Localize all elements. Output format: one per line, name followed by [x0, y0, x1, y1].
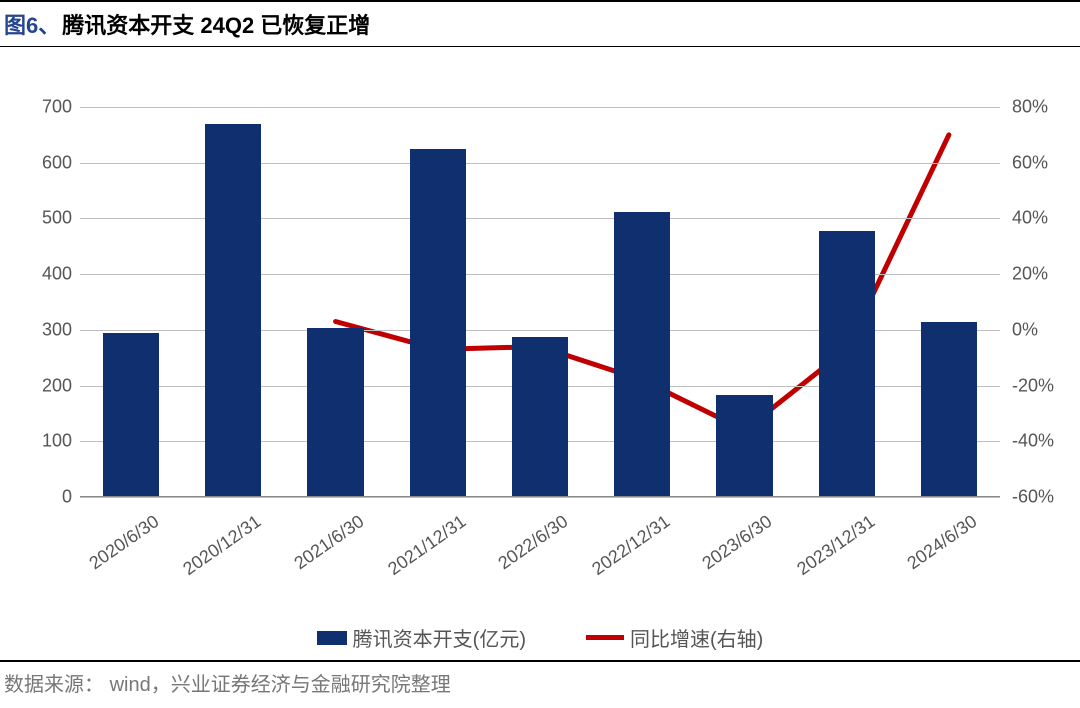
- bar: [716, 395, 772, 496]
- legend-item: 同比增速(右轴): [586, 623, 763, 652]
- bar: [307, 328, 363, 496]
- x-tick-label: 2022/6/30: [470, 511, 572, 591]
- x-tick-label: 2023/12/31: [777, 511, 879, 591]
- bar: [921, 322, 977, 496]
- bar: [512, 337, 568, 496]
- x-tick-label: 2021/12/31: [368, 511, 470, 591]
- x-tick-label: 2023/6/30: [674, 511, 776, 591]
- y-right-tick-label: 60%: [1012, 152, 1072, 173]
- x-tick-label: 2022/12/31: [572, 511, 674, 591]
- x-tick-label: 2024/6/30: [879, 511, 981, 591]
- legend: 腾讯资本开支(亿元) 同比增速(右轴): [0, 623, 1080, 652]
- y-right-tick-label: -60%: [1012, 487, 1072, 508]
- legend-label: 腾讯资本开支(亿元): [353, 623, 526, 652]
- y-right-tick-label: 20%: [1012, 264, 1072, 285]
- y-left-tick-label: 0: [22, 487, 72, 508]
- x-tick-label: 2021/6/30: [265, 511, 367, 591]
- y-right-tick-label: -20%: [1012, 375, 1072, 396]
- y-right-tick-label: 0%: [1012, 319, 1072, 340]
- legend-item: 腾讯资本开支(亿元): [317, 623, 526, 652]
- source-label: 数据来源：: [4, 674, 104, 696]
- bar: [410, 149, 466, 496]
- legend-line-swatch: [586, 635, 624, 640]
- bar: [819, 231, 875, 496]
- legend-bar-swatch: [317, 631, 347, 645]
- legend-label: 同比增速(右轴): [630, 623, 763, 652]
- y-left-tick-label: 600: [22, 152, 72, 173]
- bar: [205, 124, 261, 496]
- y-right-tick-label: 40%: [1012, 208, 1072, 229]
- gridline: [80, 497, 1000, 498]
- bar: [614, 212, 670, 496]
- y-left-tick-label: 300: [22, 319, 72, 340]
- chart-title-prefix: 图6、: [4, 8, 60, 40]
- y-left-tick-label: 100: [22, 431, 72, 452]
- chart-title-bar: 图6、 腾讯资本开支 24Q2 已恢复正增: [0, 0, 1080, 47]
- x-tick-label: 2020/6/30: [61, 511, 163, 591]
- gridline: [80, 107, 1000, 108]
- chart-title-text: 腾讯资本开支 24Q2 已恢复正增: [62, 8, 370, 40]
- source-text: wind，兴业证券经济与金融研究院整理: [110, 674, 451, 696]
- bar: [103, 333, 159, 496]
- source-line: 数据来源： wind，兴业证券经济与金融研究院整理: [0, 662, 1080, 697]
- y-right-tick-label: -40%: [1012, 431, 1072, 452]
- plot-area: 0100200300400500600700-60%-40%-20%0%20%4…: [80, 107, 1000, 497]
- x-tick-label: 2020/12/31: [163, 511, 265, 591]
- chart-area: 0 100 200 300 400 500 600 700 -60% -40% -20% 0% 20% 4…: [0, 47, 1080, 607]
- y-left-tick-label: 500: [22, 208, 72, 229]
- y-left-tick-label: 400: [22, 264, 72, 285]
- y-left-tick-label: 200: [22, 375, 72, 396]
- y-left-tick-label: 700: [22, 97, 72, 118]
- y-right-tick-label: 80%: [1012, 97, 1072, 118]
